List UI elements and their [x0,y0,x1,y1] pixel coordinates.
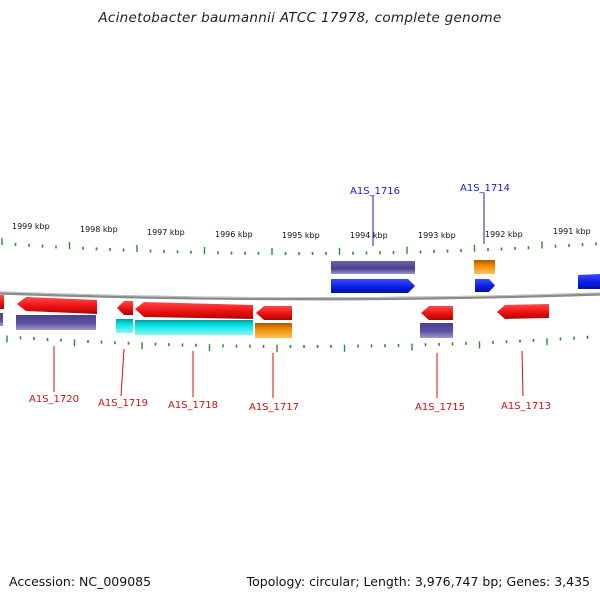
gene-feature-a1s-1715[interactable] [420,323,453,338]
gene-label-a1s-1713[interactable]: A1S_1713 [501,401,551,412]
leader-line-a1s-1719 [120,348,125,397]
genome-summary: Topology: circular; Length: 3,976,747 bp… [247,574,590,589]
cds-arrow-a1s-1719[interactable] [117,301,133,315]
reverse-labels: A1S_1720 A1S_1719 A1S_1718 A1S_1717 A1S_… [29,346,551,413]
accession-text: Accession: NC_009085 [9,574,152,589]
genome-backbone-highlight [0,291,600,299]
scale-ticks-bottom [6,335,589,352]
scale-ticks-top [1,238,597,255]
length-text: Length: 3,976,747 bp; [363,574,503,589]
cds-arrow-edge-right[interactable] [578,274,600,289]
cds-arrow-a1s-1720[interactable] [17,297,97,314]
genes-count-text: Genes: 3,435 [506,574,590,589]
gene-feature-a1s-1716[interactable] [331,261,415,274]
gene-feature-a1s-1719[interactable] [116,319,133,333]
gene-label-a1s-1715[interactable]: A1S_1715 [415,402,465,413]
cds-arrow-a1s-1715[interactable] [421,306,453,320]
leader-line-a1s-1713 [521,350,524,397]
gene-label-a1s-1714[interactable]: A1S_1714 [460,183,510,194]
reverse-features [0,295,549,338]
scale-label: 1991 kbp [553,227,591,236]
gene-label-a1s-1719[interactable]: A1S_1719 [98,398,148,409]
genome-title: Acinetobacter baumannii ATCC 17978, comp… [98,10,502,26]
scale-label: 1994 kbp [350,231,388,240]
cds-arrow-a1s-1716[interactable] [331,279,415,293]
scale-label: 1993 kbp [418,231,456,240]
gene-feature-a1s-1720[interactable] [16,315,96,330]
cds-arrow-a1s-1713[interactable] [497,304,549,319]
scale-label: 1997 kbp [147,228,185,237]
gene-label-a1s-1716[interactable]: A1S_1716 [350,186,400,197]
cds-arrow-a1s-1714[interactable] [475,279,495,292]
gene-feature-edge-left[interactable] [0,313,3,326]
scale-label: 1992 kbp [485,230,523,239]
gene-label-a1s-1720[interactable]: A1S_1720 [29,394,79,405]
gene-feature-a1s-1718[interactable] [135,320,253,335]
cds-arrow-a1s-1717[interactable] [256,306,292,320]
scale-label: 1999 kbp [12,222,50,231]
genome-backbone [0,291,600,301]
gene-feature-a1s-1714[interactable] [474,260,495,274]
gene-label-a1s-1718[interactable]: A1S_1718 [168,400,218,411]
forward-labels: A1S_1716 A1S_1714 [350,183,510,246]
gene-feature-a1s-1717[interactable] [255,323,292,338]
cds-arrow-a1s-1718[interactable] [135,302,253,319]
gene-label-a1s-1717[interactable]: A1S_1717 [249,402,299,413]
scale-label: 1998 kbp [80,225,118,234]
topology-text: Topology: circular; [246,574,360,589]
cds-arrow-edge-left[interactable] [0,295,4,309]
scale-label: 1996 kbp [215,230,253,239]
scale-label: 1995 kbp [282,231,320,240]
scale-labels: 1999 kbp 1998 kbp 1997 kbp 1996 kbp 1995… [12,222,591,240]
forward-features [331,260,600,293]
